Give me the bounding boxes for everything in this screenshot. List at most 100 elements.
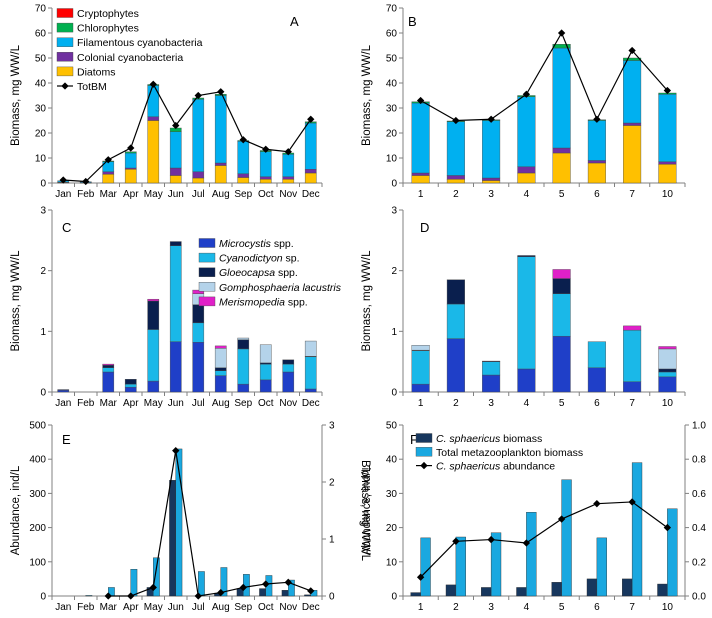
marker-c-sphaericus-abundance [452, 537, 460, 545]
legend-label: C. sphaericus abundance [436, 461, 555, 473]
bar-diatoms [192, 177, 205, 184]
bar-cyanodictyon-sp [304, 356, 317, 390]
bar-merismopedia-spp [102, 363, 115, 366]
y-tick-label: 400 [29, 455, 46, 466]
line-c-sphaericus-abundance [420, 501, 668, 578]
marker-c-sphaericus-abundance [149, 583, 157, 592]
x-tick-label: Sep [234, 189, 252, 200]
line-totbm [63, 82, 312, 183]
bar-cyanodictyon-sp [411, 350, 430, 385]
bar-cyanodictyon-sp [482, 361, 501, 376]
y-tick-label: 40 [386, 455, 398, 466]
bar-gloeocapsa-spp [214, 367, 227, 371]
bar-colonial-cyanobacteria [411, 172, 430, 176]
bar-filamentous-cyanobacteria [517, 96, 536, 167]
bar-chlorophytes [552, 44, 571, 49]
bar-colonial-cyanobacteria [304, 169, 317, 174]
y-tick-label: 10 [35, 154, 47, 165]
y-axis-title: Abundance, ind/L [10, 465, 22, 555]
bar-gomphosphaeria-lacustris [259, 344, 272, 364]
y2-tick-label: 1 [329, 535, 335, 546]
x-tick-label: Feb [77, 602, 95, 613]
marker-totbm [217, 88, 225, 96]
y-axis-title: Abundance, ind/L [361, 465, 373, 555]
bar-diatoms [102, 174, 115, 184]
marker-c-sphaericus-abundance [217, 588, 225, 597]
y-tick-label: 200 [29, 523, 46, 534]
x-tick-label: 5 [559, 398, 565, 409]
bar-diatoms [446, 179, 465, 184]
y-tick-label: 50 [35, 54, 47, 65]
legend-label: TotBM [77, 81, 107, 93]
bar-filamentous-cyanobacteria [259, 151, 272, 177]
bar-cyanodictyon-sp [259, 363, 272, 381]
y-tick-label: 30 [386, 104, 398, 115]
bar-total-metazooplankton-biomass [596, 537, 607, 597]
x-tick-label: Jan [55, 398, 71, 409]
y2-tick-label: 0 [329, 592, 335, 603]
bar-diatoms [623, 125, 642, 184]
bar-filamentous-cyanobacteria [214, 95, 227, 164]
x-tick-label: 3 [488, 602, 494, 613]
bar-microcystis-spp [587, 367, 606, 393]
bar-cyanodictyon-sp [192, 322, 205, 343]
bar-c-sphaericus-biomass [586, 578, 598, 597]
marker-totbm [82, 177, 90, 186]
y-tick-label: 1 [40, 327, 46, 338]
bar-c-sphaericus-biomass [657, 583, 668, 597]
bar-filamentous-cyanobacteria [552, 47, 571, 149]
legend-label: Chlorophytes [77, 23, 139, 35]
bar-cyanodictyon-sp [517, 256, 536, 370]
bar-gloeocapsa-spp [658, 368, 677, 373]
x-tick-label: Sep [234, 602, 252, 613]
y-tick-label: 60 [35, 29, 47, 40]
bar-diatoms [517, 172, 536, 184]
bar-total-metazooplankton-biomass [561, 479, 572, 597]
bar-c-sphaericus-biomass [551, 582, 562, 597]
y-tick-label: 500 [29, 421, 46, 432]
x-tick-label: 7 [629, 189, 635, 200]
bar-colonial-cyanobacteria [282, 176, 295, 180]
legend-swatch [198, 282, 216, 292]
y2-tick-label: 0.4 [692, 523, 706, 534]
marker-totbm [239, 136, 247, 144]
y-tick-label: 50 [386, 54, 398, 65]
y-tick-label: 30 [35, 104, 47, 115]
y-tick-label: 2 [391, 266, 397, 277]
legend-swatch [56, 8, 74, 18]
bar-filamentous-cyanobacteria [446, 121, 465, 176]
bar-chlorophytes [124, 151, 137, 154]
marker-c-sphaericus-abundance [172, 446, 180, 455]
x-tick-label: Oct [258, 398, 274, 409]
bar-colonial-cyanobacteria [169, 167, 182, 176]
bar-gloeocapsa-spp [169, 241, 182, 246]
x-tick-label: Aug [212, 398, 230, 409]
legend-swatch [198, 238, 216, 248]
bar-colonial-cyanobacteria [214, 162, 227, 166]
y-tick-label: 20 [386, 129, 398, 140]
bar-colonial-cyanobacteria [587, 160, 606, 164]
x-tick-label: Apr [123, 602, 139, 613]
bar-gomphosphaeria-lacustris [411, 345, 430, 351]
x-tick-label: 7 [629, 602, 635, 613]
panel-label: B [408, 14, 417, 29]
marker-totbm [487, 115, 495, 123]
legend-label: Total metazooplankton biomass [436, 447, 583, 459]
bar-merismopedia-spp [658, 346, 677, 350]
x-tick-label: Mar [100, 398, 118, 409]
bar-c-sphaericus-biomass [259, 588, 266, 597]
x-tick-label: Mar [100, 602, 118, 613]
y-tick-label: 50 [386, 421, 398, 432]
x-tick-label: May [144, 398, 163, 409]
marker-c-sphaericus-abundance [487, 535, 495, 544]
marker-totbm [452, 116, 460, 125]
bar-gloeocapsa-spp [124, 379, 137, 385]
bar-colonial-cyanobacteria [552, 147, 571, 154]
bar-colonial-cyanobacteria [658, 161, 677, 165]
marker-totbm [557, 29, 566, 37]
bar-microcystis-spp [214, 375, 227, 393]
bar-gloeocapsa-spp [147, 300, 160, 330]
bar-filamentous-cyanobacteria [147, 85, 160, 117]
y2-tick-label: 3 [329, 421, 335, 432]
panel-f: 0 10 20 30 40 50 1 2 3 4 5 6 7 10 Abundance, ind/L 0.0 0… [361, 421, 706, 614]
